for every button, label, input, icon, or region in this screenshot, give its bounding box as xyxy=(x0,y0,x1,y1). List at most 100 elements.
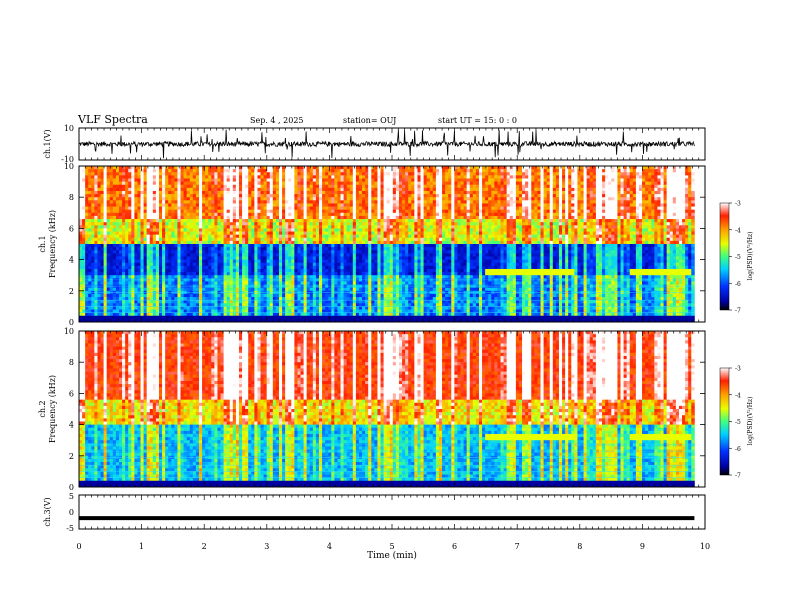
spectrogram-cell xyxy=(226,309,231,314)
spectrogram-cell xyxy=(171,300,175,304)
spectrogram-cell xyxy=(371,275,375,279)
spectrogram-cell xyxy=(186,272,191,276)
spectrogram-cell xyxy=(88,225,92,229)
spectrogram-cell xyxy=(358,197,363,201)
spectrogram-cell xyxy=(331,256,335,260)
spectrogram-cell xyxy=(346,237,351,242)
spectrogram-cell xyxy=(94,262,98,267)
spectrogram-cell xyxy=(371,309,375,314)
spectrogram-cell xyxy=(272,293,277,298)
spectrogram-cell xyxy=(106,237,111,242)
spectrogram-cell xyxy=(103,209,108,214)
spectrogram-cell xyxy=(97,200,101,204)
spectrogram-cell xyxy=(266,225,271,229)
spectrogram-cell xyxy=(291,169,295,173)
spectrogram-cell xyxy=(186,175,191,179)
spectrogram-cell xyxy=(318,225,323,229)
spectrogram-cell xyxy=(128,219,132,223)
spectrogram-cell xyxy=(106,197,111,201)
spectrogram-cell xyxy=(242,281,246,285)
spectrogram-cell xyxy=(374,297,378,301)
spectrogram-cell xyxy=(109,287,114,292)
spectrogram-cell xyxy=(238,231,243,236)
spectrogram-cell xyxy=(195,300,200,304)
spectrogram-cell xyxy=(322,231,326,236)
spectrogram-cell xyxy=(303,166,308,170)
spectrogram-cell xyxy=(377,234,381,239)
spectrogram-cell xyxy=(85,187,89,192)
spectrogram-cell xyxy=(275,187,280,192)
spectrogram-cell xyxy=(97,184,101,189)
spectrogram-cell xyxy=(211,172,215,176)
spectrogram-cell xyxy=(122,275,126,279)
spectrogram-cell xyxy=(85,200,89,204)
spectrogram-cell xyxy=(125,287,129,292)
spectrogram-cell xyxy=(309,166,314,170)
spectrogram-cell xyxy=(315,240,320,245)
spectrogram-cell xyxy=(242,318,246,323)
spectrogram-cell xyxy=(140,244,145,248)
spectrogram-cell xyxy=(134,240,138,245)
spectrogram-cell xyxy=(171,309,175,314)
spectrogram-cell xyxy=(346,259,351,264)
spectrogram-cell xyxy=(254,315,258,320)
spectrogram-cell xyxy=(260,172,265,176)
spectrogram-cell xyxy=(288,175,292,179)
spectrogram-cell xyxy=(334,200,338,204)
spectrogram-cell xyxy=(94,268,98,273)
spectrogram-cell xyxy=(186,275,191,279)
spectrogram-cell xyxy=(346,244,351,248)
spectrogram-cell xyxy=(115,240,120,245)
spectrogram-cell xyxy=(260,197,265,201)
spectrogram-cell xyxy=(143,172,148,176)
spectrogram-cell xyxy=(100,297,105,301)
spectrogram-cell xyxy=(168,262,172,267)
spectrogram-cell xyxy=(140,281,145,285)
spectrogram-cell xyxy=(85,181,89,186)
spectrogram-cell xyxy=(365,293,369,298)
spectrogram-cell xyxy=(355,187,360,192)
spectrogram-cell xyxy=(340,209,345,214)
spectrogram-cell xyxy=(119,315,123,320)
spectrogram-cell xyxy=(168,200,172,204)
spectrogram-cell xyxy=(380,293,385,298)
spectrogram-cell xyxy=(112,209,117,214)
spectrogram-cell xyxy=(106,306,111,310)
spectrogram-cell xyxy=(365,212,369,217)
spectrogram-cell xyxy=(202,253,206,257)
spectrogram-cell xyxy=(285,234,289,239)
spectrogram-cell xyxy=(315,200,320,204)
spectrogram-cell xyxy=(309,272,314,276)
spectrogram-cell xyxy=(260,275,265,279)
spectrogram-cell xyxy=(275,315,280,320)
spectrogram-cell xyxy=(217,303,221,307)
spectrogram-cell xyxy=(149,265,154,270)
spectrogram-cell xyxy=(134,268,138,273)
spectrogram-cell xyxy=(294,281,298,285)
spectrogram-cell xyxy=(137,215,141,220)
spectrogram-cell xyxy=(322,247,326,251)
spectrogram-cell xyxy=(189,265,194,270)
spectrogram-cell xyxy=(318,172,323,176)
spectrogram-cell xyxy=(165,244,169,248)
ch1-waveform-trace xyxy=(78,129,695,159)
spectrogram-cell xyxy=(288,250,292,254)
spectrogram-cell xyxy=(288,287,292,292)
spectrogram-cell xyxy=(282,315,286,320)
spectrogram-cell xyxy=(152,166,157,170)
spectrogram-cell xyxy=(211,275,215,279)
spectrogram-cell xyxy=(269,228,274,232)
spectrogram-cell xyxy=(282,318,286,323)
spectrogram-cell xyxy=(337,265,341,270)
spectrogram-cell xyxy=(291,303,295,307)
spectrogram-cell xyxy=(131,244,135,248)
spectrogram-cell xyxy=(358,312,363,317)
spectrogram-cell xyxy=(162,194,166,198)
spectrogram-cell xyxy=(334,187,338,192)
spectrogram-cell xyxy=(349,215,354,220)
spectrogram-cell xyxy=(275,303,280,307)
spectrogram-cell xyxy=(275,225,280,229)
spectrogram-cell xyxy=(232,175,237,179)
spectrogram-cell xyxy=(383,265,388,270)
spectrogram-cell xyxy=(349,250,354,254)
